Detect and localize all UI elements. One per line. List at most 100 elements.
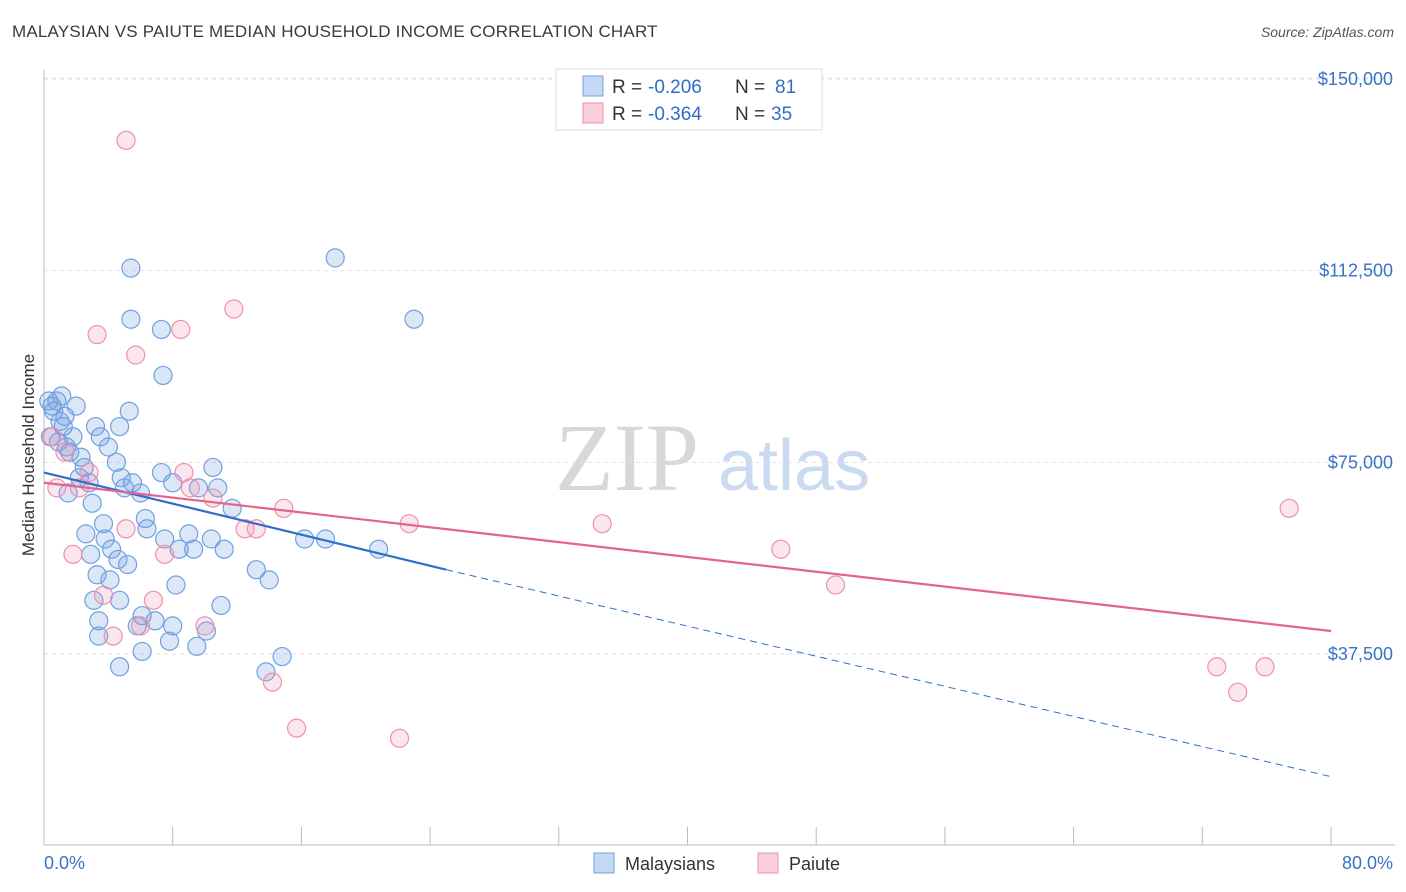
paiute-point-31 xyxy=(1207,657,1227,677)
malaysian-point-44 xyxy=(184,539,204,559)
bottom-legend-paiute: Paiute xyxy=(789,854,840,874)
malaysian-point-30 xyxy=(76,524,96,544)
malaysian-point-50 xyxy=(166,575,186,595)
paiute-point-11 xyxy=(203,488,223,508)
paiute-point-21 xyxy=(103,626,123,646)
malaysian-point-52 xyxy=(163,616,183,636)
malaysian-point-35 xyxy=(110,590,130,610)
chart-title: MALAYSIAN VS PAIUTE MEDIAN HOUSEHOLD INC… xyxy=(12,22,658,41)
legend-r-value-1: -0.206 xyxy=(648,77,702,98)
paiute-point-34 xyxy=(1279,498,1299,518)
legend-n-label-2: N = xyxy=(735,104,765,125)
legend-r-label-1: R = xyxy=(612,77,642,98)
paiute-point-19 xyxy=(143,590,163,610)
malaysian-point-53 xyxy=(187,636,207,656)
paiute-point-29 xyxy=(771,539,791,559)
malaysian-point-76 xyxy=(137,519,157,539)
paiute-point-2 xyxy=(126,345,146,365)
malaysian-point-49 xyxy=(222,498,242,518)
malaysian-point-2 xyxy=(44,401,64,421)
paiute-point-0 xyxy=(116,130,136,150)
paiute-point-14 xyxy=(274,498,294,518)
malaysian-point-48 xyxy=(214,539,234,559)
malaysian-point-68 xyxy=(132,606,152,626)
malaysian-point-46 xyxy=(203,457,223,478)
malaysian-point-65 xyxy=(89,611,109,631)
paiute-point-25 xyxy=(286,718,307,738)
y-tick-label-2: $112,500 xyxy=(1319,261,1393,281)
malaysian-point-13 xyxy=(66,396,86,416)
malaysian-point-59 xyxy=(272,646,292,667)
malaysian-point-78 xyxy=(325,248,345,268)
paiute-point-4 xyxy=(224,299,244,319)
paiute-point-32 xyxy=(1228,682,1248,702)
paiute-point-1 xyxy=(87,324,107,345)
paiute-point-6 xyxy=(55,442,75,462)
malaysian-point-9 xyxy=(60,442,80,462)
malaysian-point-55 xyxy=(211,595,231,616)
bottom-legend: Malaysians Paiute xyxy=(593,852,840,874)
tick-labels: $37,500 $75,000 $112,500 $150,000 0.0% 80.0% xyxy=(44,69,1393,873)
legend-n-value-2: 35 xyxy=(771,104,792,125)
legend-n-label-1: N = xyxy=(735,77,765,98)
malaysian-point-56 xyxy=(159,631,180,651)
malaysian-point-80 xyxy=(132,641,152,662)
y-tick-label-0: $37,500 xyxy=(1328,644,1393,664)
malaysian-point-27 xyxy=(101,539,122,559)
bottom-legend-swatch-malaysians xyxy=(593,852,615,874)
malaysian-point-32 xyxy=(87,565,107,585)
gridlines xyxy=(44,77,1395,655)
malaysian-point-18 xyxy=(58,483,78,503)
legend-n-value-1: 81 xyxy=(775,77,796,98)
paiute-point-10 xyxy=(180,478,200,498)
malaysian-point-31 xyxy=(81,544,101,564)
x-tick-label-1: 80.0% xyxy=(1342,853,1393,873)
paiute-point-24 xyxy=(262,672,283,692)
malaysian-point-51 xyxy=(145,611,165,631)
malaysian-point-10 xyxy=(52,386,72,406)
malaysian-point-64 xyxy=(110,657,130,677)
paiute-point-20 xyxy=(93,585,114,605)
malaysian-point-61 xyxy=(295,529,315,549)
y-tick-label-3: $150,000 xyxy=(1318,69,1393,89)
malaysian-point-36 xyxy=(122,473,143,493)
trend-malaysians-solid xyxy=(43,471,447,571)
malaysian-point-42 xyxy=(169,539,189,559)
malaysian-point-47 xyxy=(208,478,228,498)
trend-malaysians-dashed xyxy=(446,569,1332,778)
y-axis-label: Median Household Income xyxy=(19,354,38,556)
legend-r-value-2: -0.364 xyxy=(648,104,702,125)
malaysian-point-77 xyxy=(201,529,221,549)
malaysian-point-23 xyxy=(106,452,126,472)
malaysian-point-43 xyxy=(179,524,199,544)
malaysian-point-74 xyxy=(119,401,139,421)
bottom-legend-malaysians: Malaysians xyxy=(625,854,715,874)
malaysian-point-67 xyxy=(84,590,104,610)
malaysian-point-21 xyxy=(90,427,110,447)
paiute-point-18 xyxy=(155,544,175,564)
paiute-point-16 xyxy=(116,519,136,539)
paiute-point-15 xyxy=(47,478,67,498)
malaysian-point-60 xyxy=(256,662,276,682)
malaysian-point-79 xyxy=(404,309,424,329)
malaysian-point-29 xyxy=(118,554,138,575)
malaysian-point-69 xyxy=(89,626,109,646)
paiute-point-30 xyxy=(825,575,846,595)
legend-swatch-paiute xyxy=(582,102,604,124)
malaysian-point-28 xyxy=(108,549,128,570)
malaysian-point-33 xyxy=(93,514,114,534)
malaysian-point-20 xyxy=(85,416,106,437)
paiute-point-17 xyxy=(63,544,83,564)
x-tick-label-0: 0.0% xyxy=(44,853,85,873)
legend-swatch-malaysians xyxy=(582,75,604,97)
malaysian-point-45 xyxy=(188,478,209,498)
bottom-legend-swatch-paiute xyxy=(757,852,779,874)
malaysian-point-38 xyxy=(135,508,155,529)
trend-lines xyxy=(43,471,1332,778)
paiute-point-33 xyxy=(1255,657,1275,677)
legend: R = -0.206 N = 81 R = -0.364 N = 35 xyxy=(555,68,823,131)
malaysian-point-70 xyxy=(121,309,141,329)
malaysian-point-72 xyxy=(151,319,172,340)
paiute-point-12 xyxy=(235,519,255,539)
paiute-point-3 xyxy=(171,319,191,340)
